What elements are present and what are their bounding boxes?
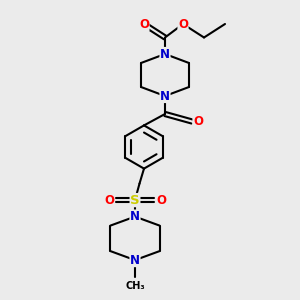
Text: O: O <box>178 17 188 31</box>
Text: CH₃: CH₃ <box>125 281 145 291</box>
Text: O: O <box>193 115 203 128</box>
Text: O: O <box>156 194 166 207</box>
Text: S: S <box>130 194 140 207</box>
Text: N: N <box>160 89 170 103</box>
Text: O: O <box>104 194 114 207</box>
Text: N: N <box>160 47 170 61</box>
Text: N: N <box>130 210 140 223</box>
Text: O: O <box>139 17 149 31</box>
Text: N: N <box>130 254 140 267</box>
